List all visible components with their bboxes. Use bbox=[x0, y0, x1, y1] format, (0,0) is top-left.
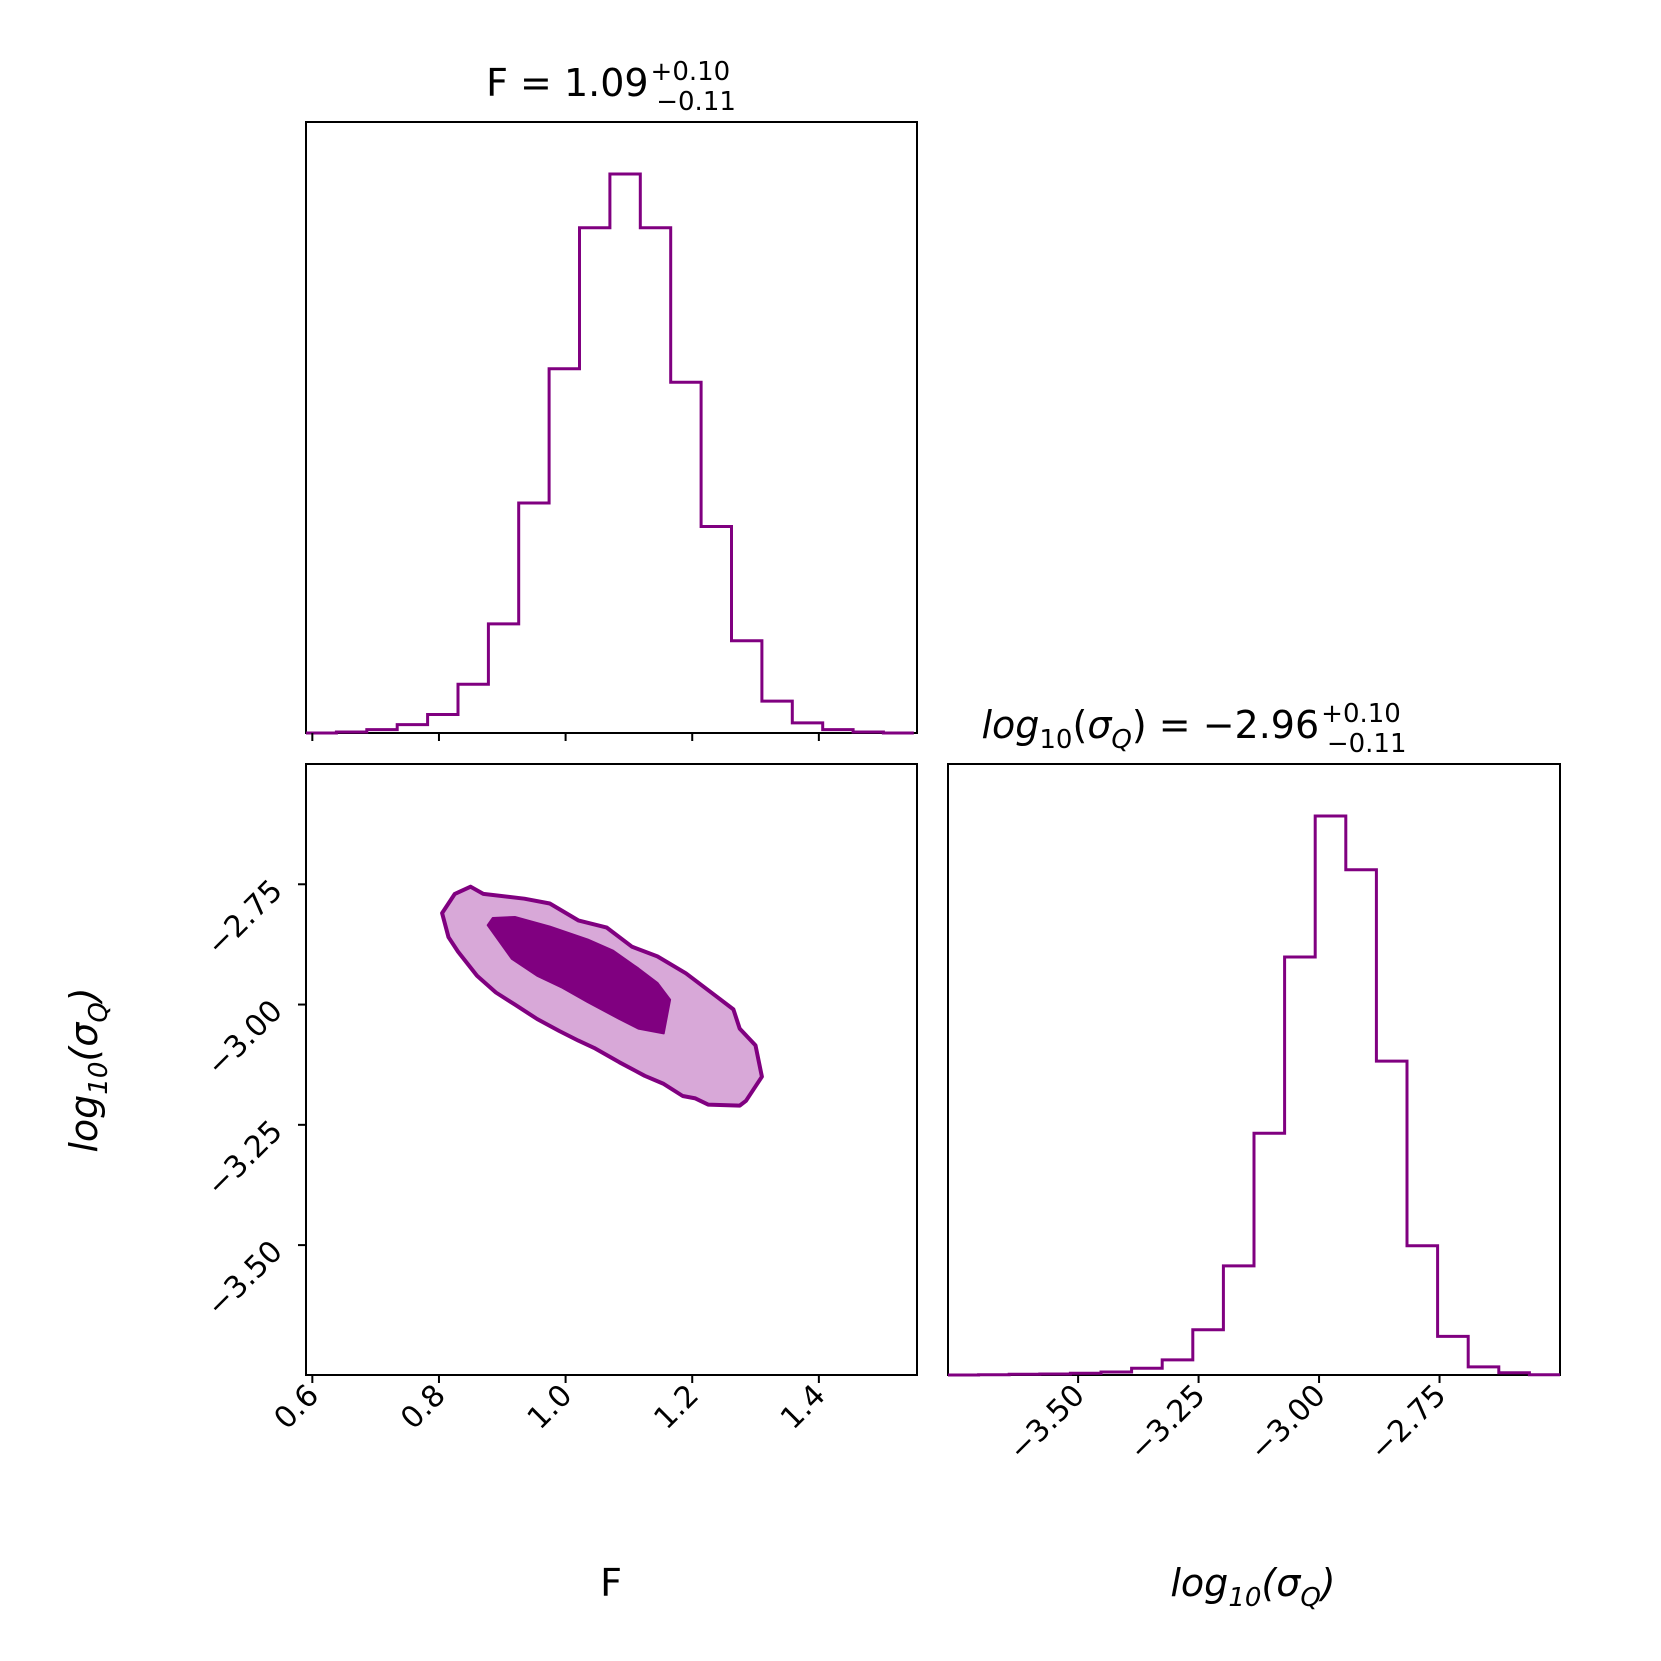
x-tick-label: −3.00 bbox=[1243, 1378, 1333, 1468]
x-tick-label: −2.75 bbox=[1363, 1378, 1453, 1468]
histogram-bar bbox=[1223, 1266, 1254, 1375]
histogram-bar bbox=[1376, 1061, 1407, 1375]
histS-title: log10(σQ) = −2.96+0.10 −0.11 bbox=[981, 699, 1406, 759]
contour-panel: 0.6 0.8 1.0 1.2 1.4 −2.75 −3.00 −3.25 −3.50 F l… bbox=[62, 763, 918, 1605]
y-tick-label: −3.00 bbox=[200, 993, 290, 1083]
histogram-bar bbox=[428, 715, 458, 734]
histogram-bar bbox=[1315, 816, 1346, 1375]
histF-title: F = 1.09+0.10 −0.11 bbox=[486, 57, 736, 117]
x-tick-label: 1.0 bbox=[521, 1378, 579, 1436]
histogram-bar bbox=[1285, 957, 1316, 1375]
histogram-bar bbox=[1254, 1133, 1285, 1375]
histogram-bar bbox=[1438, 1336, 1469, 1375]
histogram-bar bbox=[792, 723, 822, 733]
histogram-bar bbox=[1407, 1246, 1438, 1375]
axes-frame-contour bbox=[305, 763, 918, 1376]
histogram-bar bbox=[519, 503, 549, 733]
x-tick-label: −3.50 bbox=[1002, 1378, 1092, 1468]
x-tick-label: 1.2 bbox=[647, 1378, 705, 1436]
contour-xlabel: F bbox=[600, 1561, 622, 1605]
histogram-bar bbox=[1193, 1330, 1224, 1375]
histogram-bar bbox=[488, 624, 518, 733]
axes-frame-histS bbox=[947, 763, 1561, 1376]
histogram-bar bbox=[1162, 1360, 1193, 1375]
histogram-panel-sigma: −3.50 −3.25 −3.00 −2.75 log10(σQ) = −2.96+0… bbox=[947, 699, 1561, 1613]
contour-inner-region bbox=[486, 916, 672, 1035]
axes-frame-histF bbox=[305, 121, 918, 734]
histogram-bar bbox=[732, 641, 762, 733]
histogram-bar bbox=[640, 228, 670, 733]
histogram-bar bbox=[610, 174, 640, 733]
x-tick-label: 0.6 bbox=[267, 1378, 325, 1436]
x-tick-label: 1.4 bbox=[774, 1378, 832, 1436]
y-tick-label: −3.50 bbox=[200, 1234, 290, 1324]
histogram-step-line bbox=[306, 172, 914, 735]
histogram-bar bbox=[701, 527, 731, 734]
contour-ylabel: log10(σQ) bbox=[62, 987, 114, 1152]
histogram-panel-F: F = 1.09+0.10 −0.11 bbox=[305, 57, 918, 741]
histS-xlabel: log10(σQ) bbox=[1170, 1561, 1335, 1613]
histogram-bar bbox=[458, 684, 488, 733]
y-tick-label: −2.75 bbox=[200, 873, 290, 963]
y-tick-label: −3.25 bbox=[200, 1114, 290, 1204]
x-tick-label: −3.25 bbox=[1122, 1378, 1212, 1468]
x-tick-label: 0.8 bbox=[394, 1378, 452, 1436]
histogram-bar bbox=[671, 382, 701, 733]
histogram-bar bbox=[762, 701, 792, 733]
histogram-bar bbox=[1346, 870, 1377, 1375]
histogram-step-line bbox=[948, 814, 1560, 1377]
histogram-bar bbox=[549, 369, 579, 733]
histogram-bar bbox=[580, 228, 610, 733]
